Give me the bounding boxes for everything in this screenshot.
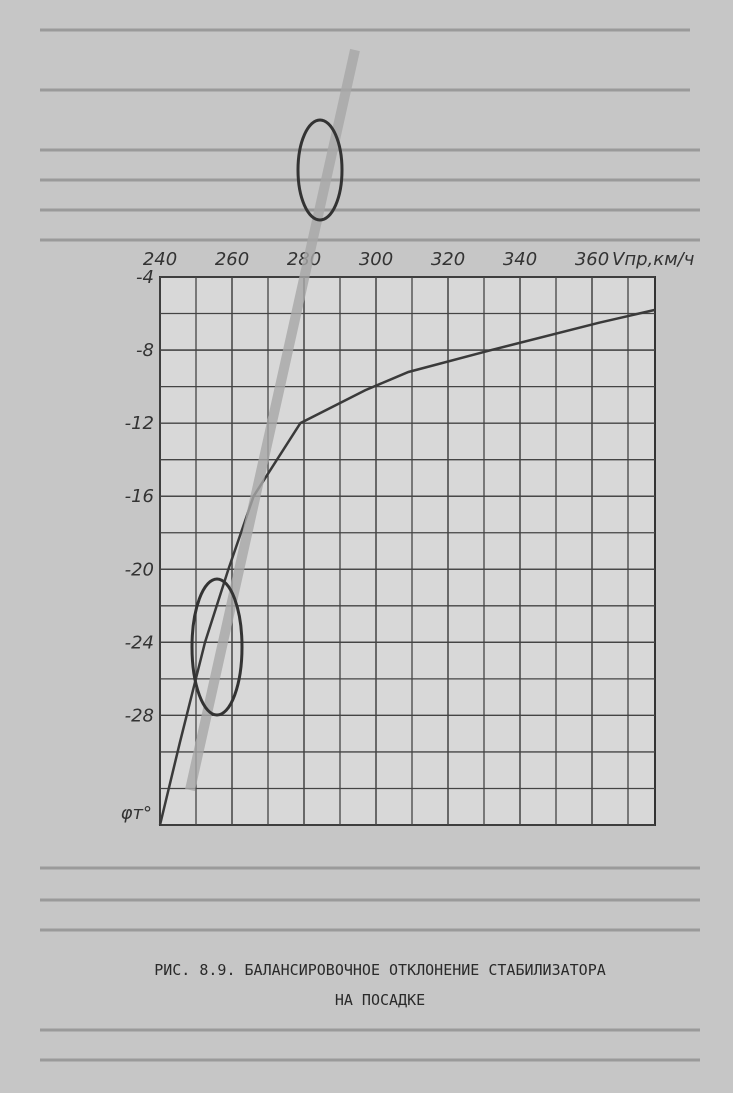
y-tick-label: -16 bbox=[125, 486, 154, 507]
y-axis-label: φт° bbox=[121, 803, 152, 824]
x-tick-label: 360 bbox=[575, 249, 609, 270]
y-tick-label: -24 bbox=[125, 632, 154, 653]
x-tick-label: 320 bbox=[431, 249, 465, 270]
x-tick-label: 260 bbox=[215, 249, 249, 270]
y-tick-label: -12 bbox=[125, 413, 154, 434]
caption: НА ПОСАДКЕ bbox=[335, 991, 425, 1009]
x-tick-label: 240 bbox=[143, 249, 177, 270]
chart: 240260280300320340360-4-8-12-16-20-24-28… bbox=[121, 249, 694, 826]
y-tick-label: -20 bbox=[125, 559, 154, 580]
y-tick-label: -28 bbox=[125, 705, 154, 726]
highlight-stroke bbox=[185, 48, 360, 792]
ellipse-mark bbox=[296, 118, 344, 222]
x-axis-label: Vпр,км/ч bbox=[612, 249, 694, 270]
y-tick-label: -4 bbox=[136, 267, 154, 288]
x-tick-label: 340 bbox=[503, 249, 537, 270]
y-tick-label: -8 bbox=[136, 340, 154, 361]
data-line bbox=[158, 308, 656, 826]
x-tick-label: 300 bbox=[359, 249, 393, 270]
caption: РИС. 8.9. БАЛАНСИРОВОЧНОЕ ОТКЛОНЕНИЕ СТА… bbox=[154, 961, 606, 979]
ellipse-mark bbox=[190, 577, 244, 717]
blurred-body-text bbox=[40, 28, 700, 1062]
